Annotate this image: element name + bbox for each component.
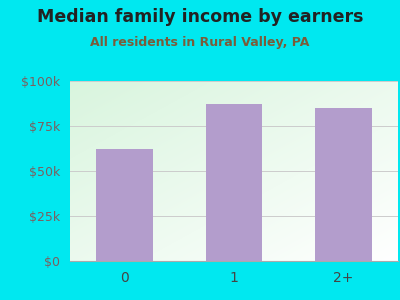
Text: All residents in Rural Valley, PA: All residents in Rural Valley, PA [90,36,310,49]
Bar [96,149,153,261]
Bar [206,104,262,261]
Text: Median family income by earners: Median family income by earners [37,8,363,26]
Bar [315,108,372,261]
